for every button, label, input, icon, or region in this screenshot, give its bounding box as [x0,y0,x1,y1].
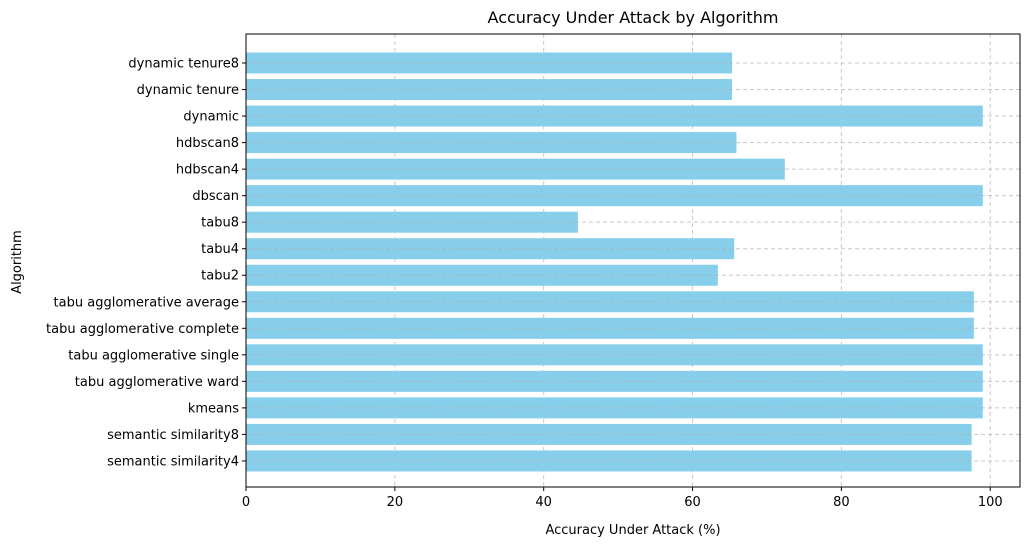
y-tick-label: hdbscan8 [176,136,239,151]
y-tick-label: tabu4 [201,242,239,257]
y-tick-label: semantic similarity8 [107,428,239,443]
x-tick-label: 0 [242,495,250,510]
y-tick-label: tabu2 [201,269,239,284]
plot-frame [245,33,1021,488]
bar [246,344,983,366]
y-tick-label: tabu agglomerative average [54,295,239,310]
y-tick-label: tabu agglomerative single [68,348,239,363]
bar [246,79,732,101]
bar [246,450,972,472]
bar [246,52,732,74]
bar [246,238,735,260]
bars-layer [246,52,983,472]
x-axis-title: Accuracy Under Attack (%) [545,523,720,538]
x-tick-label: 100 [978,495,1003,510]
bar [246,291,974,313]
bar [246,185,983,207]
y-tick-label: tabu agglomerative complete [46,322,239,337]
bar [246,317,974,339]
y-tick-label: tabu agglomerative ward [75,375,239,390]
y-axis-title: Algorithm [10,230,25,294]
x-tick-label: 60 [684,495,701,510]
y-tick-label: kmeans [188,401,239,416]
y-tick-label: dynamic tenure [137,83,239,98]
ticks-layer: 0 20 40 60 80 100 dynamic tenure8 dynamic tenur… [46,57,1020,510]
bar [246,105,983,127]
y-tick-label: dbscan [192,189,239,204]
x-tick-label: 80 [833,495,850,510]
y-tick-label: dynamic [183,110,239,125]
chart-title: Accuracy Under Attack by Algorithm [488,8,779,27]
x-tick-label: 40 [535,495,552,510]
y-tick-label: semantic similarity4 [107,454,239,469]
bar [246,211,578,233]
y-tick-label: dynamic tenure8 [128,57,239,72]
bar [246,423,972,445]
bar [246,370,983,392]
bar [246,397,983,419]
y-tick-label: tabu8 [201,216,239,231]
bar [246,264,718,286]
y-tick-label: hdbscan4 [176,163,239,178]
x-tick-label: 20 [387,495,404,510]
